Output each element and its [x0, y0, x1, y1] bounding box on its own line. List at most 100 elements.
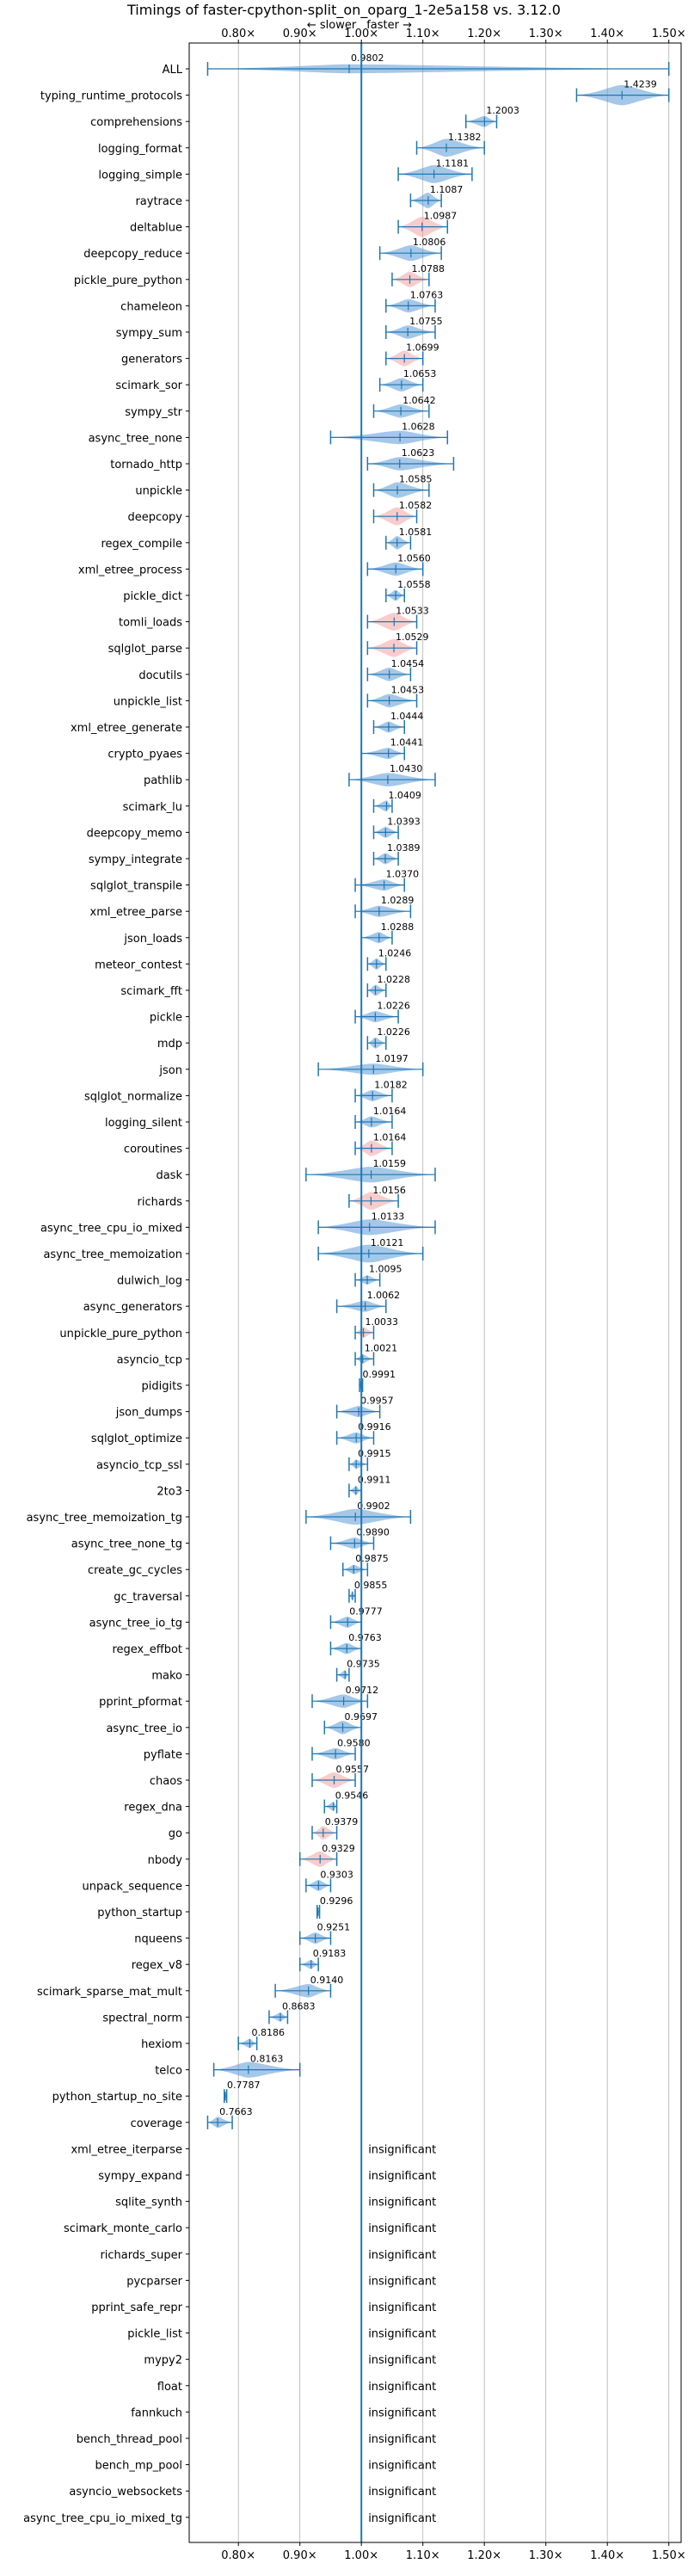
benchmark-label: bench_thread_pool	[77, 2433, 182, 2446]
value-label: 1.0393	[387, 816, 421, 827]
insignificant-label: insignificant	[368, 2433, 436, 2446]
value-label: 1.0226	[377, 1001, 410, 1012]
value-label: 1.0755	[409, 316, 443, 327]
value-label: 1.2003	[486, 105, 519, 116]
value-label: 0.9957	[360, 1396, 394, 1407]
insignificant-label: insignificant	[368, 2460, 436, 2473]
benchmark-label: nbody	[148, 1854, 183, 1867]
value-label: 1.0642	[402, 395, 436, 406]
x-tick-label-bottom: 1.30×	[529, 2549, 563, 2562]
benchmark-label: pickle_list	[127, 2328, 182, 2341]
benchmark-label: sqlite_synth	[115, 2197, 182, 2209]
value-label: 1.0444	[390, 711, 424, 722]
benchmark-label: crypto_pyaes	[108, 749, 182, 761]
benchmark-label: async_tree_io_tg	[89, 1617, 182, 1630]
benchmark-label: pyflate	[144, 1748, 182, 1761]
x-tick-label-bottom: 1.20×	[467, 2549, 501, 2562]
value-label: 1.0441	[390, 737, 424, 749]
value-label: 0.9855	[354, 1580, 388, 1591]
value-label: 1.0182	[374, 1079, 408, 1090]
value-label: 1.4239	[624, 79, 657, 90]
benchmark-label: dask	[156, 1169, 182, 1182]
benchmark-label: richards	[138, 1196, 183, 1209]
insignificant-label: insignificant	[368, 2222, 436, 2235]
value-label: 0.9183	[313, 1948, 347, 1959]
benchmark-labels: ALL typing_runtime_protocols comprehension…	[23, 64, 189, 2525]
benchmark-label: sympy_expand	[98, 2170, 182, 2183]
benchmark-label: typing_runtime_protocols	[40, 90, 182, 103]
x-tick-label-top: 1.10×	[406, 28, 440, 40]
value-label: 1.0246	[378, 947, 412, 958]
value-label: 1.0197	[375, 1053, 408, 1064]
value-label: 1.0581	[399, 527, 433, 538]
value-label: 0.9875	[355, 1553, 389, 1564]
benchmark-label: xml_etree_process	[78, 564, 182, 576]
benchmark-label: tornado_http	[110, 459, 182, 471]
x-tick-label-top: 0.90×	[283, 28, 317, 40]
value-label: 1.1382	[448, 132, 482, 143]
benchmark-label: generators	[121, 354, 182, 367]
benchmark-label: pathlib	[144, 774, 182, 787]
value-label: 1.0560	[397, 552, 431, 564]
benchmark-label: scimark_sor	[115, 379, 182, 392]
bottom-tick-labels: 0.80× 0.90× 1.00× 1.10× 1.20× 1.30× 1.40× 1.50×	[221, 2549, 685, 2562]
benchmark-label: python_startup_no_site	[52, 2091, 182, 2104]
benchmark-label: hexiom	[141, 2038, 182, 2051]
faster-direction-label: faster →	[366, 19, 412, 32]
value-label: 0.9991	[363, 1369, 396, 1380]
x-tick-label-top: 0.80×	[221, 28, 255, 40]
chart-title: Timings of faster-cpython-split_on_oparg…	[126, 2, 561, 19]
benchmark-label: comprehensions	[90, 116, 182, 129]
benchmark-label: sqlglot_normalize	[84, 1090, 182, 1103]
benchmark-label: deepcopy_memo	[87, 827, 182, 840]
benchmark-label: deltablue	[130, 222, 182, 235]
benchmark-label: python_startup	[97, 1907, 182, 1920]
insignificant-label: insignificant	[368, 2328, 436, 2341]
benchmark-label: pickle_pure_python	[74, 274, 182, 287]
insignificant-label: insignificant	[368, 2381, 436, 2394]
benchmark-label: fannkuch	[131, 2407, 182, 2419]
benchmark-label: meteor_contest	[95, 958, 182, 971]
insignificant-label: insignificant	[368, 2354, 436, 2367]
slower-direction-label: ← slower	[307, 19, 357, 32]
benchmark-label: docutils	[138, 669, 182, 682]
value-label: 1.0529	[396, 632, 429, 643]
insignificant-label: insignificant	[368, 2486, 436, 2499]
benchmark-label: xml_etree_parse	[90, 906, 182, 919]
value-label: 0.8163	[250, 2054, 284, 2065]
x-tick-label-bottom: 0.80×	[221, 2549, 255, 2562]
value-label: 0.9916	[358, 1421, 391, 1433]
value-label: 1.1087	[430, 184, 464, 195]
value-label: 1.0121	[371, 1237, 404, 1248]
value-label: 0.9890	[356, 1527, 390, 1538]
benchmark-label: ALL	[163, 64, 183, 77]
value-label: 1.0409	[388, 790, 421, 801]
value-label: 1.0289	[381, 895, 415, 906]
value-label: 1.0623	[402, 447, 435, 459]
benchmark-label: regex_dna	[124, 1802, 182, 1815]
value-label: 0.9911	[358, 1474, 391, 1485]
benchmark-label: sympy_sum	[116, 327, 182, 340]
value-label: 1.0021	[365, 1342, 398, 1353]
benchmark-label: telco	[155, 2065, 182, 2078]
benchmark-label: unpickle	[135, 485, 182, 498]
value-label: 0.7787	[227, 2080, 261, 2091]
benchmark-label: pprint_safe_repr	[91, 2302, 182, 2314]
value-label: 1.0453	[391, 684, 425, 695]
plot-area: 0.9802 1.4239 1.2003 1.1382 1.1181 1.1087 1.09…	[206, 43, 670, 2542]
value-label: 1.0454	[391, 658, 425, 669]
benchmark-label: logging_simple	[98, 169, 182, 182]
benchmark-label: sqlglot_optimize	[91, 1433, 182, 1445]
x-tick-label-top: 1.40×	[590, 28, 624, 40]
benchmark-label: 2to3	[157, 1485, 182, 1498]
value-label: 0.9329	[322, 1843, 355, 1854]
value-label: 1.0370	[386, 869, 420, 880]
value-label: 0.9546	[335, 1790, 369, 1802]
benchmark-label: asyncio_websockets	[69, 2486, 182, 2499]
benchmark-label: coverage	[131, 2117, 182, 2130]
value-label: 0.8186	[251, 2027, 285, 2038]
benchmark-label: scimark_lu	[123, 801, 182, 814]
value-label: 0.9303	[320, 1869, 353, 1880]
benchmark-label: json	[158, 1064, 182, 1077]
